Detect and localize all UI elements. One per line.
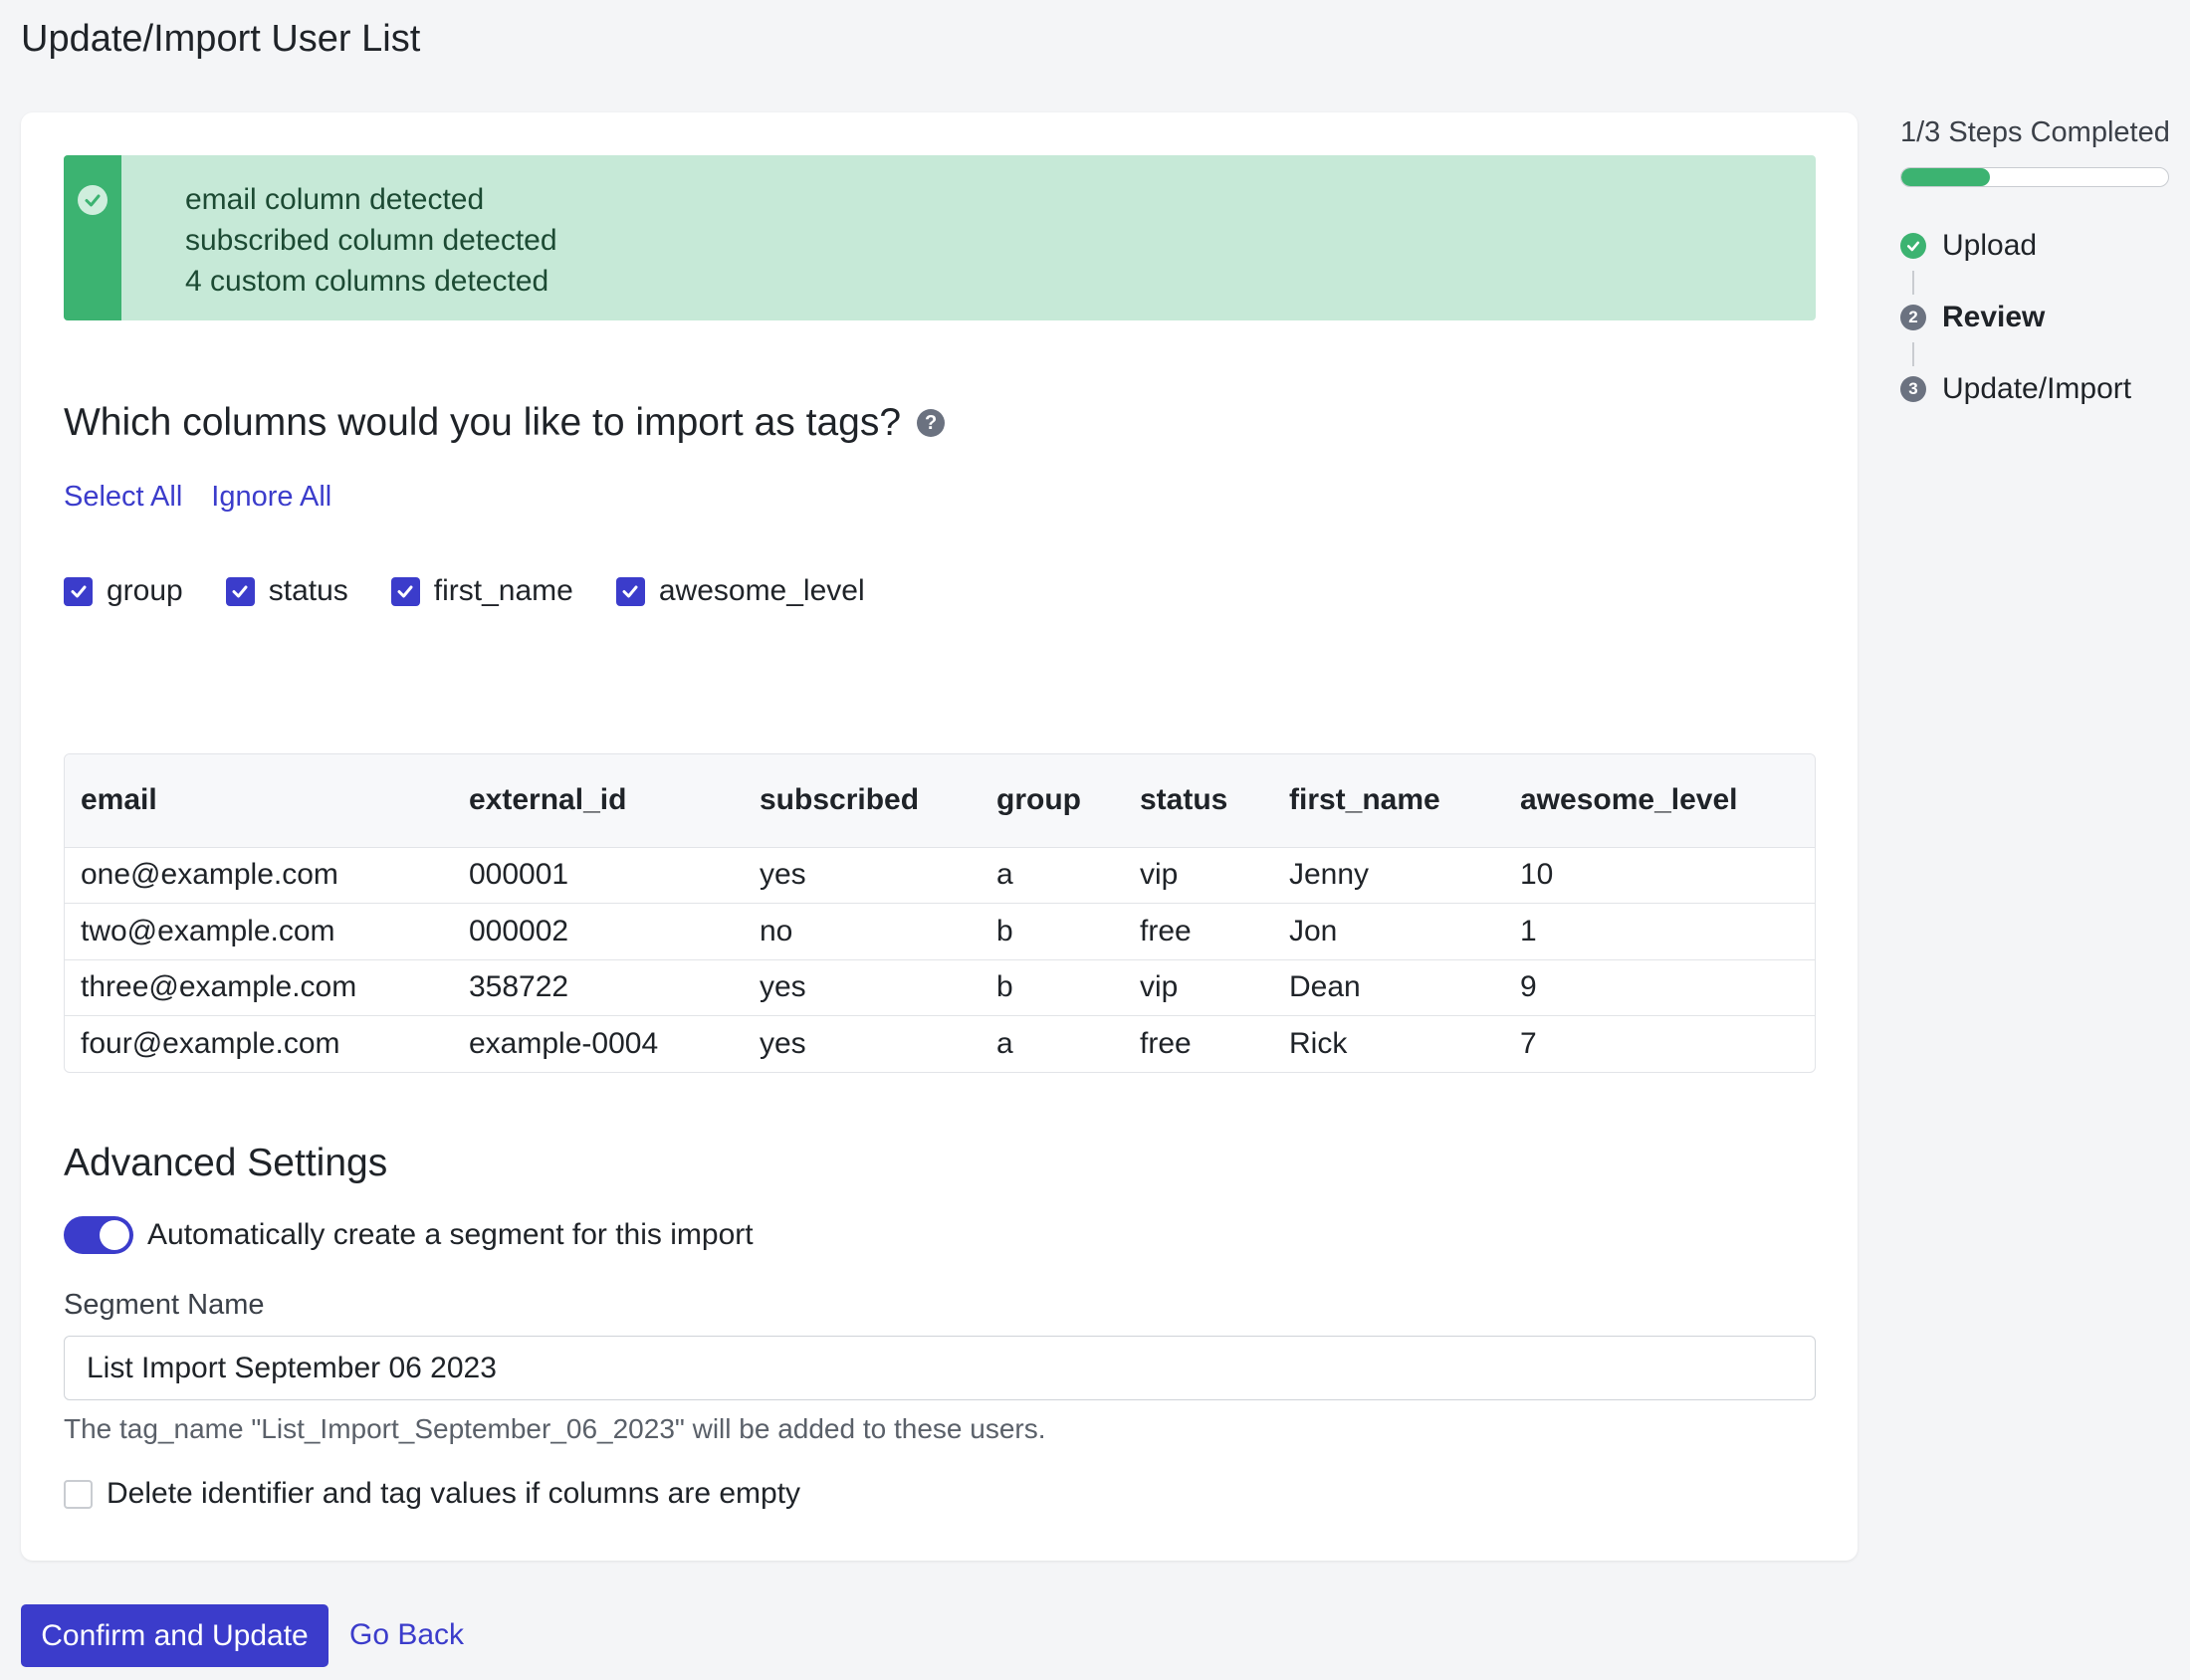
page-title: Update/Import User List (21, 18, 421, 60)
tags-question-text: Which columns would you like to import a… (64, 401, 902, 444)
steps-progress-fill (1901, 168, 1991, 186)
table-cell: 1 (1504, 903, 1815, 959)
bulk-select-links: Select All Ignore All (64, 481, 331, 514)
table-cell: yes (744, 958, 981, 1016)
ignore-all-link[interactable]: Ignore All (211, 481, 332, 513)
check-circle-icon (78, 185, 108, 215)
toggle-knob (100, 1220, 129, 1250)
column-header: group (981, 754, 1124, 847)
table-cell: yes (744, 1015, 981, 1072)
column-header: email (65, 754, 453, 847)
auto-segment-toggle[interactable] (64, 1216, 133, 1254)
delete-empty-option[interactable]: Delete identifier and tag values if colu… (64, 1477, 800, 1511)
tag-checkbox-label: status (268, 574, 348, 607)
table-cell: vip (1124, 958, 1273, 1016)
alert-line: email column detected (185, 183, 485, 216)
checkbox-checked-icon[interactable] (64, 576, 93, 606)
column-header: awesome_level (1504, 754, 1815, 847)
alert-messages: email column detected subscribed column … (185, 179, 557, 302)
advanced-settings-title: Advanced Settings (64, 1142, 388, 1184)
step-connector (1912, 342, 1914, 366)
column-header: first_name (1273, 754, 1504, 847)
table-cell: two@example.com (65, 903, 453, 959)
tag-checkbox-status[interactable]: status (225, 574, 348, 608)
tag-checkbox-awesome-level[interactable]: awesome_level (615, 574, 865, 608)
select-all-link[interactable]: Select All (64, 481, 183, 513)
step-label: Update/Import (1942, 372, 2132, 405)
step-number-icon: 3 (1900, 376, 1926, 402)
review-card: email column detected subscribed column … (21, 112, 1858, 1561)
column-header: status (1124, 754, 1273, 847)
tag-column-checkboxes: group status first_name awesome_level (64, 574, 865, 608)
delete-empty-label: Delete identifier and tag values if colu… (107, 1477, 801, 1510)
column-header: subscribed (744, 754, 981, 847)
table-cell: b (981, 903, 1124, 959)
table-row: two@example.com 000002 no b free Jon 1 (65, 903, 1815, 959)
tag-checkbox-group[interactable]: group (64, 574, 183, 608)
delete-empty-checkbox[interactable] (64, 1479, 93, 1509)
table-cell: 9 (1504, 958, 1815, 1016)
table-cell: Dean (1273, 958, 1504, 1016)
step-label: Upload (1942, 229, 2038, 262)
tag-checkbox-first-name[interactable]: first_name (390, 574, 573, 608)
checkbox-checked-icon[interactable] (390, 576, 420, 606)
step-upload: Upload (1900, 229, 2037, 263)
segment-name-label: Segment Name (64, 1289, 265, 1321)
alert-line: subscribed column detected (185, 224, 557, 257)
table-cell: three@example.com (65, 958, 453, 1016)
table-cell: one@example.com (65, 846, 453, 904)
tags-question: Which columns would you like to import a… (64, 401, 946, 445)
column-header: external_id (453, 754, 744, 847)
steps-progress-title: 1/3 Steps Completed (1900, 116, 2170, 148)
go-back-link[interactable]: Go Back (349, 1618, 465, 1651)
table-header-row: email external_id subscribed group statu… (65, 754, 1815, 847)
tag-name-help-text: The tag_name "List_Import_September_06_2… (64, 1413, 1046, 1444)
table-cell: 7 (1504, 1015, 1815, 1072)
table-cell: Jon (1273, 903, 1504, 959)
table-cell: 358722 (453, 958, 744, 1016)
checkbox-checked-icon[interactable] (225, 576, 255, 606)
step-update-import: 3 Update/Import (1900, 372, 2131, 406)
table-cell: free (1124, 1015, 1273, 1072)
tag-checkbox-label: first_name (433, 574, 573, 607)
tag-checkbox-label: awesome_level (658, 574, 865, 607)
table-cell: Jenny (1273, 846, 1504, 904)
table-cell: 10 (1504, 846, 1815, 904)
step-connector (1912, 271, 1914, 295)
checkbox-checked-icon[interactable] (615, 576, 645, 606)
check-circle-icon (1900, 233, 1926, 259)
confirm-and-update-button[interactable]: Confirm and Update (21, 1604, 328, 1667)
steps-progress-bar (1900, 167, 2169, 187)
table-cell: b (981, 958, 1124, 1016)
table-cell: four@example.com (65, 1015, 453, 1072)
step-review: 2 Review (1900, 301, 2045, 334)
segment-name-input[interactable] (64, 1336, 1816, 1400)
help-icon[interactable]: ? (917, 409, 946, 437)
columns-detected-alert: email column detected subscribed column … (64, 155, 1816, 320)
table-cell: example-0004 (453, 1015, 744, 1072)
table-cell: no (744, 903, 981, 959)
auto-segment-row: Automatically create a segment for this … (64, 1216, 754, 1254)
preview-table: email external_id subscribed group statu… (64, 753, 1816, 1073)
table-cell: 000001 (453, 846, 744, 904)
table-cell: a (981, 1015, 1124, 1072)
step-label: Review (1942, 301, 2046, 333)
table-cell: yes (744, 846, 981, 904)
table-row: three@example.com 358722 yes b vip Dean … (65, 958, 1815, 1016)
table-cell: 000002 (453, 903, 744, 959)
alert-accent-bar (64, 155, 121, 320)
table-row: one@example.com 000001 yes a vip Jenny 1… (65, 846, 1815, 904)
table-cell: vip (1124, 846, 1273, 904)
tag-checkbox-label: group (107, 574, 183, 607)
alert-line: 4 custom columns detected (185, 265, 549, 298)
table-cell: free (1124, 903, 1273, 959)
step-number-icon: 2 (1900, 305, 1926, 330)
table-cell: Rick (1273, 1015, 1504, 1072)
table-cell: a (981, 846, 1124, 904)
auto-segment-label: Automatically create a segment for this … (147, 1218, 754, 1251)
table-row: four@example.com example-0004 yes a free… (65, 1015, 1815, 1072)
